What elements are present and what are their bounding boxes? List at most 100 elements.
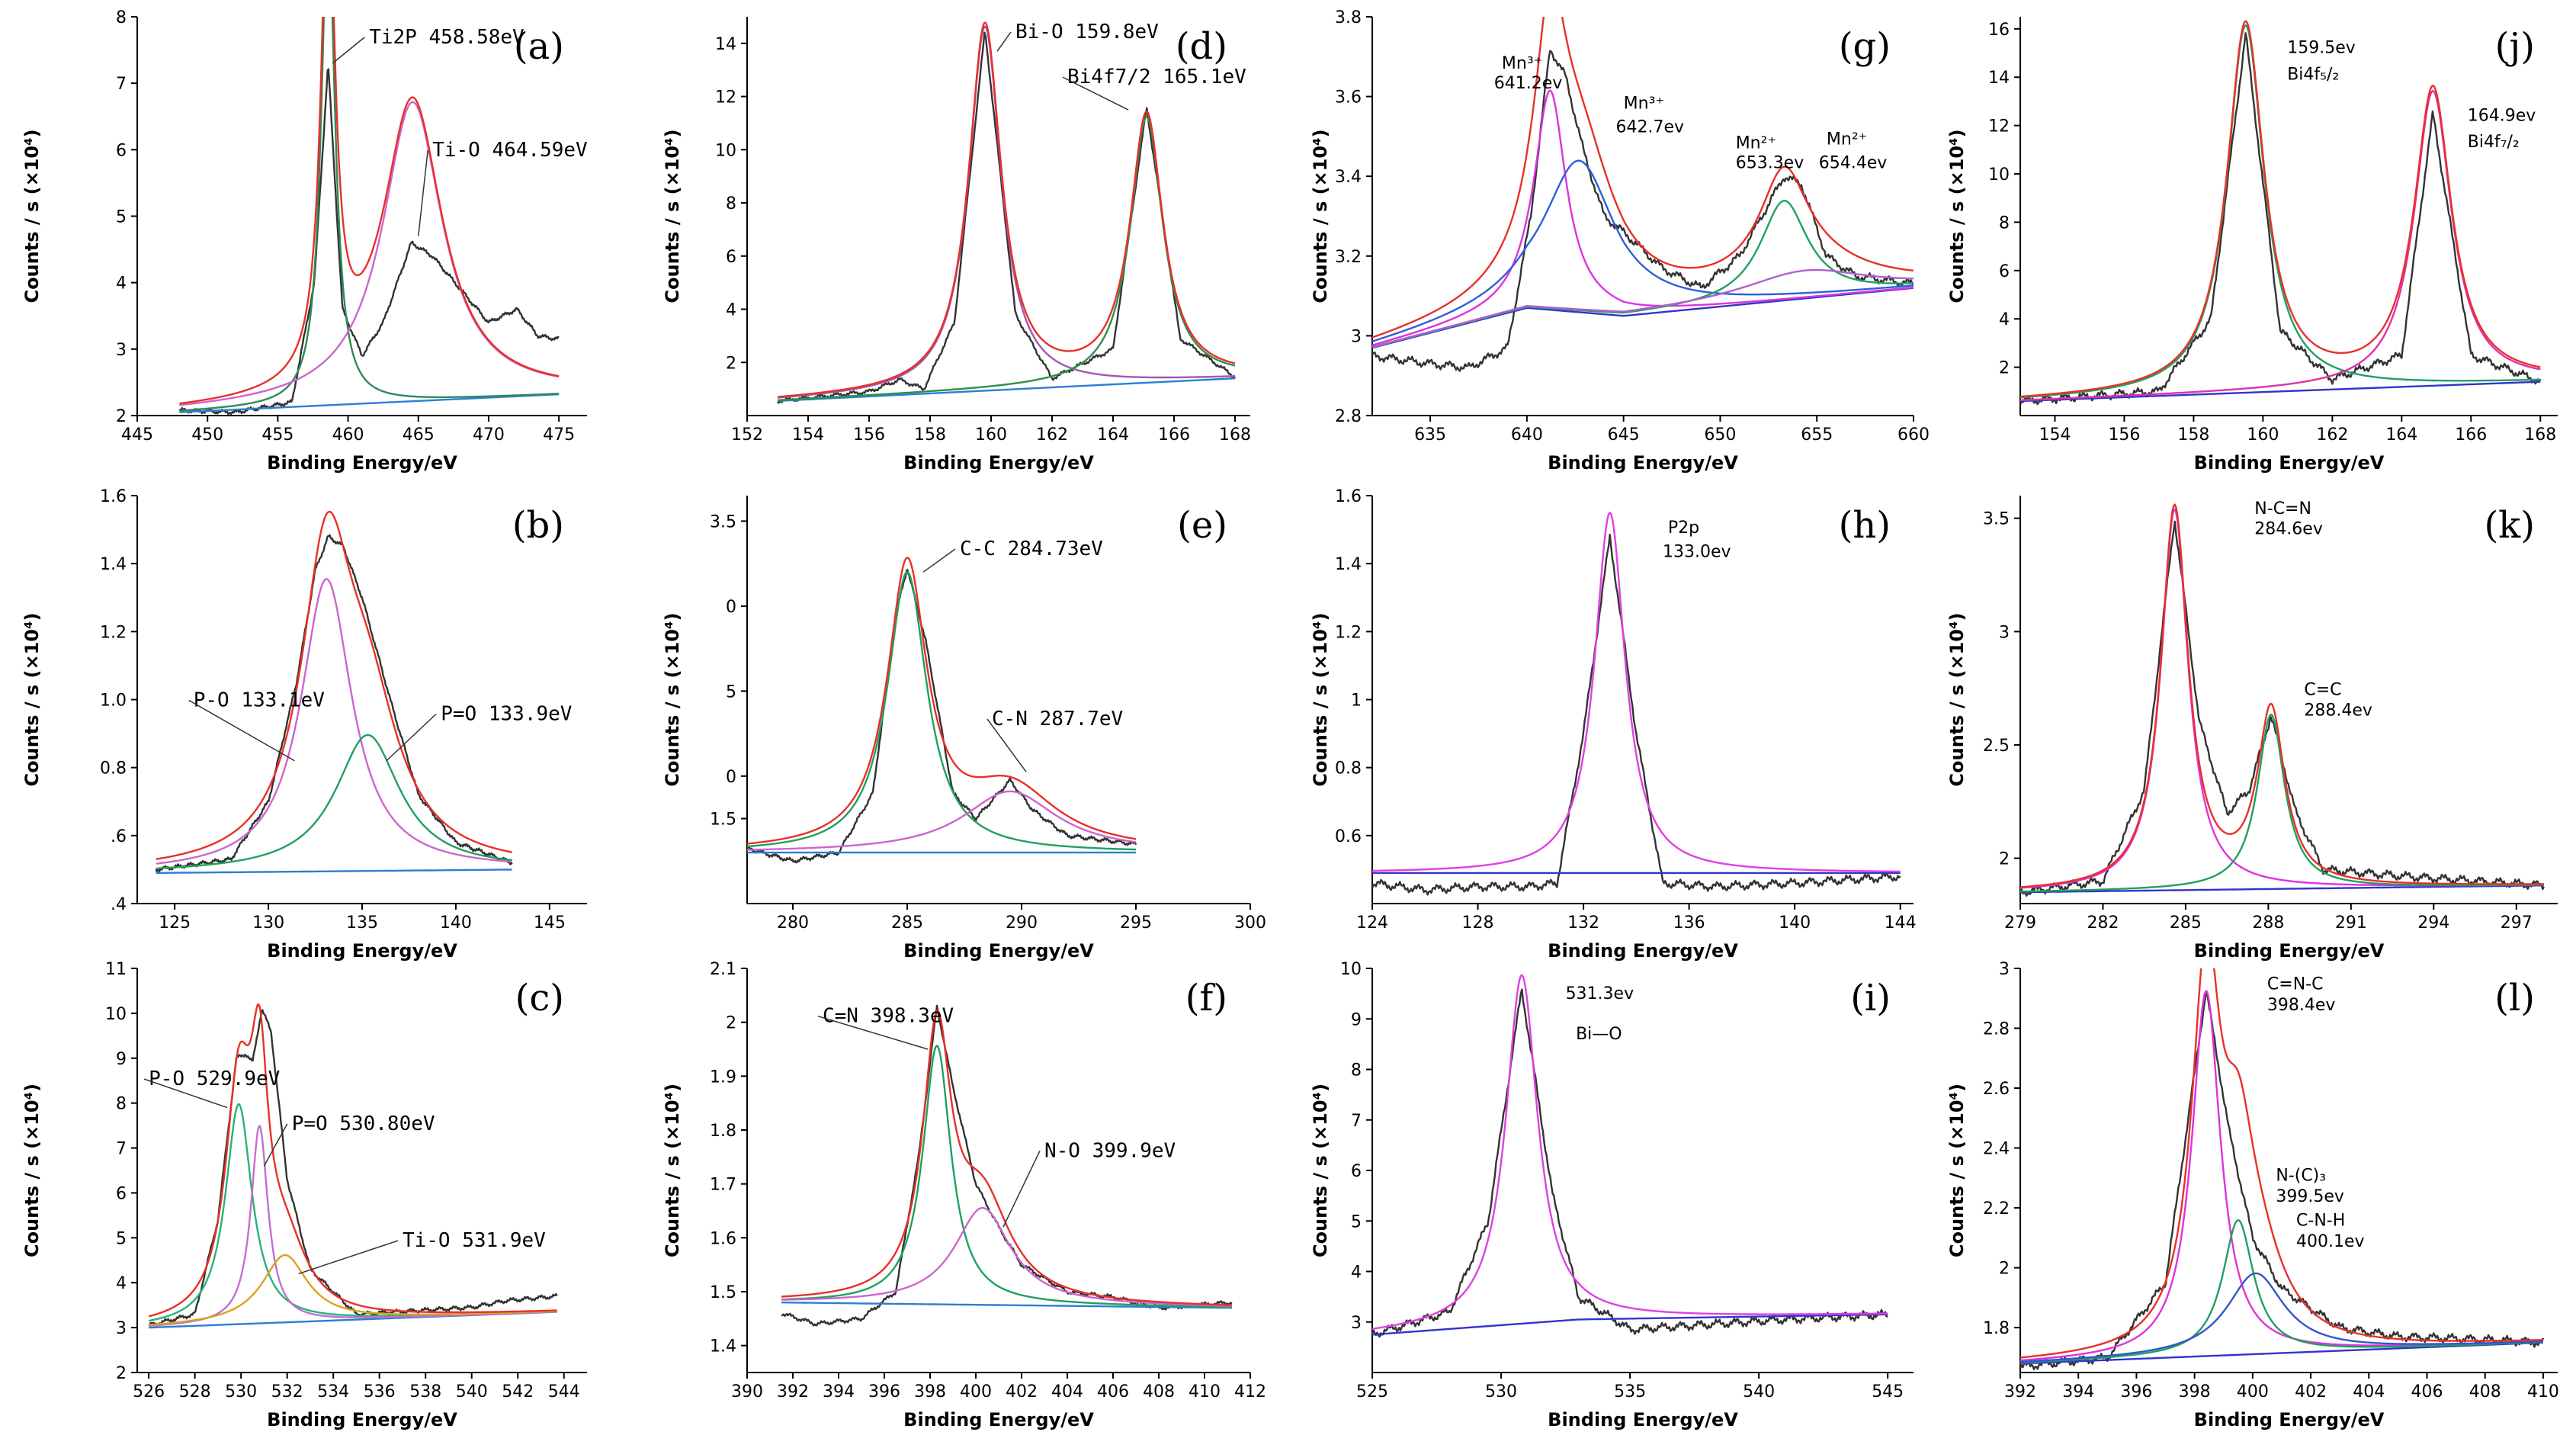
- y-tick-label: 5: [116, 208, 127, 227]
- fit-peak-3: [149, 1254, 557, 1326]
- x-tick-label: 394: [823, 1382, 855, 1401]
- y-tick-label: 10: [1988, 165, 2010, 185]
- x-tick-label: 162: [1036, 425, 1068, 445]
- y-tick-label: .4: [111, 895, 127, 914]
- peak-annotation: 654.4ev: [1819, 154, 1888, 173]
- x-axis-title: Binding Energy/eV: [2194, 940, 2385, 962]
- curves: [781, 1004, 1233, 1327]
- y-tick-label: 10: [1340, 960, 1362, 979]
- x-tick-label: 542: [502, 1382, 534, 1401]
- x-axis-title: Binding Energy/eV: [267, 940, 457, 962]
- peak-annotation: 653.3ev: [1736, 154, 1804, 173]
- annotation-leader: [996, 31, 1012, 52]
- x-tick-label: 140: [1779, 913, 1811, 933]
- annotation-leader: [298, 1240, 399, 1275]
- x-tick-label: 406: [2411, 1382, 2443, 1401]
- x-tick-label: 528: [179, 1382, 211, 1401]
- background-line: [156, 868, 512, 875]
- x-tick-label: 655: [1801, 425, 1833, 445]
- x-tick-label: 152: [731, 425, 763, 445]
- x-tick-label: 640: [1511, 425, 1543, 445]
- y-tick-label: 3.6: [1335, 88, 1362, 108]
- peak-annotation: Mn²⁺: [1736, 134, 1776, 153]
- y-tick-label: 1.2: [100, 623, 127, 642]
- panel-h: 124 128 132 136 140 144 0.6 0.8 1 1.2 1.4 1.6 Bindin…: [1310, 487, 1917, 962]
- fit-peak-1: [781, 1045, 1233, 1308]
- raw-spectrum: [1372, 533, 1901, 896]
- panel-f: 390 392 394 396 398 400 402 404 406 408 410 412 1.4 1…: [662, 960, 1266, 1430]
- peak-annotation: Ti-O 531.9eV: [403, 1229, 546, 1252]
- curves: [1372, 17, 1914, 372]
- x-tick-label: 392: [777, 1382, 809, 1401]
- panel-label: (a): [514, 25, 564, 68]
- annotation-leader: [143, 1078, 228, 1109]
- peak-annotation: 288.4ev: [2304, 701, 2372, 720]
- panel-label: (b): [512, 504, 564, 547]
- curves: [1372, 974, 1888, 1338]
- peak-annotation: Bi-O 159.8eV: [1015, 21, 1159, 43]
- fit-peak-1: [2020, 509, 2544, 889]
- x-tick-label: 645: [1608, 425, 1640, 445]
- fit-envelope: [1372, 17, 1914, 339]
- y-axis-title: Counts / s (×10⁴): [1310, 129, 1331, 303]
- peak-annotation: C-N 287.7eV: [992, 708, 1123, 730]
- y-tick-label: 4: [116, 275, 127, 294]
- y-tick-label: 12: [715, 88, 736, 108]
- x-tick-label: 540: [456, 1382, 488, 1401]
- y-tick-label: 2: [1999, 1260, 2010, 1279]
- y-tick-label: 4: [116, 1274, 127, 1293]
- x-tick-label: 168: [2524, 425, 2556, 445]
- x-tick-label: 124: [1356, 913, 1388, 933]
- fit-peak-2: [781, 1206, 1232, 1307]
- curves: [2020, 503, 2545, 897]
- x-tick-label: 460: [332, 425, 364, 445]
- y-tick-label: 11: [105, 960, 127, 979]
- x-tick-label: 635: [1414, 425, 1446, 445]
- x-tick-label: 400: [2237, 1382, 2269, 1401]
- x-axis-title: Binding Energy/eV: [903, 452, 1094, 474]
- x-tick-label: 168: [1219, 425, 1251, 445]
- y-tick-label: 4: [1351, 1263, 1362, 1283]
- x-axis-title: Binding Energy/eV: [2194, 452, 2385, 474]
- background-line: [2020, 885, 2544, 894]
- y-tick-label: 0: [726, 598, 736, 617]
- peak-annotation: P=O 133.9eV: [441, 702, 572, 725]
- x-tick-label: 545: [1872, 1382, 1904, 1401]
- y-tick-label: 3: [1999, 960, 2010, 979]
- y-tick-label: 3.5: [710, 512, 736, 531]
- y-tick-label: 1.8: [710, 1122, 736, 1141]
- x-tick-label: 402: [1006, 1382, 1038, 1401]
- fit-peak-1: [148, 1103, 557, 1322]
- x-tick-label: 394: [2062, 1382, 2094, 1401]
- curves: [2020, 20, 2542, 406]
- fit-envelope: [2020, 20, 2541, 398]
- y-tick-label: 8: [726, 194, 736, 214]
- fit-envelope: [156, 510, 512, 860]
- x-tick-label: 650: [1704, 425, 1736, 445]
- y-tick-label: 3.8: [1335, 8, 1362, 27]
- panel-label: (j): [2495, 25, 2535, 68]
- y-tick-label: 1.6: [1335, 487, 1362, 506]
- panel-label: (f): [1185, 977, 1227, 1019]
- peak-annotation: Ti-O 464.59eV: [432, 139, 588, 162]
- annotation-leader: [986, 718, 1027, 772]
- x-tick-label: 164: [1097, 425, 1129, 445]
- fit-peak-1: [156, 578, 512, 865]
- y-tick-label: 2.6: [1983, 1080, 2010, 1099]
- x-axis-title: Binding Energy/eV: [267, 452, 457, 474]
- annotation-leader: [188, 699, 295, 762]
- peak-annotation: N-(C)₃: [2276, 1167, 2326, 1186]
- fit-peak-2: [2020, 1218, 2543, 1364]
- x-tick-label: 530: [1485, 1382, 1517, 1401]
- x-tick-label: 295: [1120, 913, 1152, 933]
- y-tick-label: 3: [116, 341, 127, 360]
- background-line: [2020, 1341, 2543, 1365]
- x-tick-label: 450: [191, 425, 223, 445]
- peak-annotation: C-N-H: [2296, 1212, 2345, 1231]
- annotation-leader: [1062, 76, 1129, 111]
- x-tick-label: 535: [1614, 1382, 1646, 1401]
- background-line: [2020, 380, 2541, 403]
- annotation-leader: [418, 149, 428, 236]
- x-tick-label: 526: [133, 1382, 165, 1401]
